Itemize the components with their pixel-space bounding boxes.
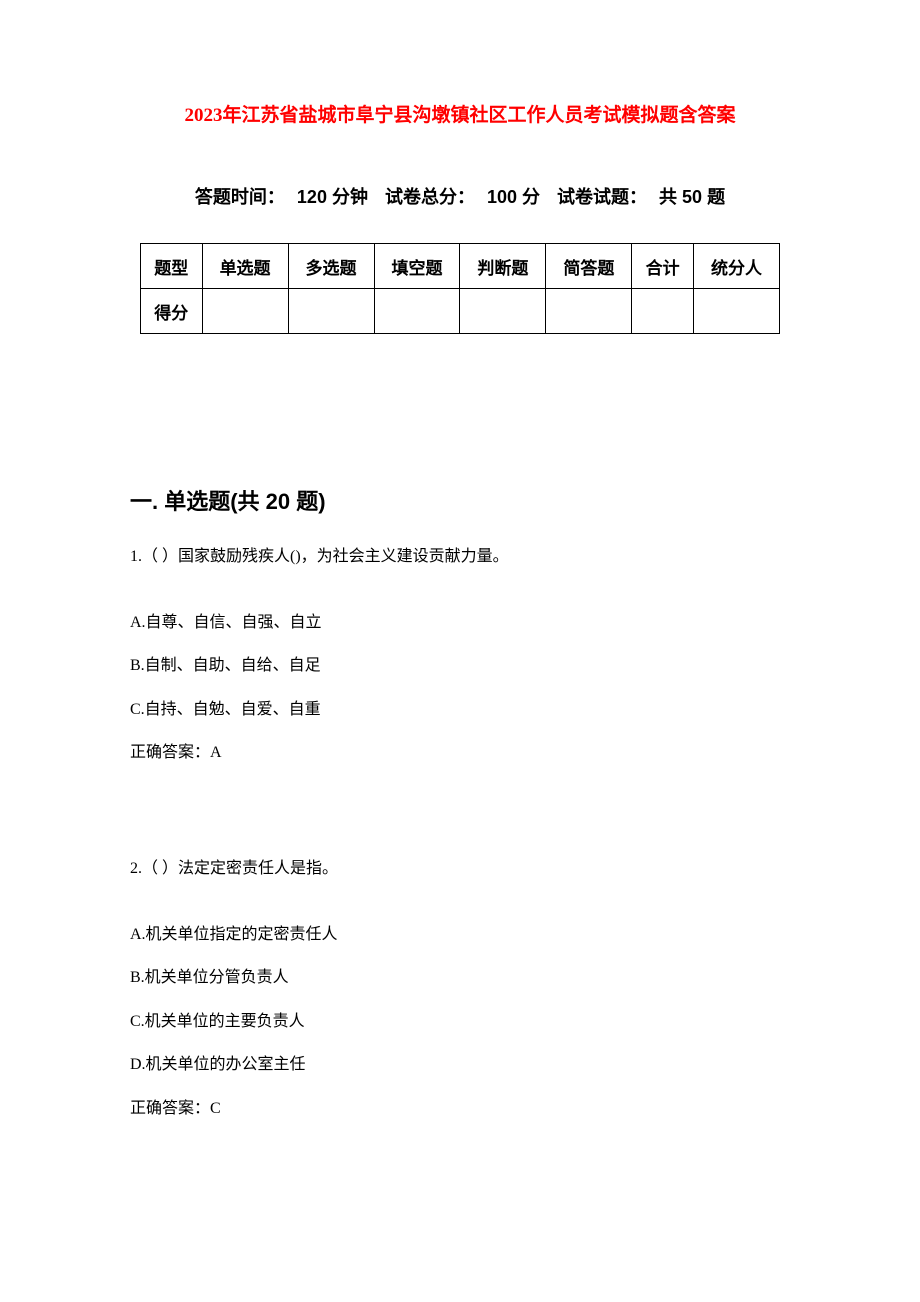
th-multi: 多选题 [288,244,374,289]
td-empty [546,289,632,334]
option-d: D.机关单位的办公室主任 [130,1052,790,1078]
score-table: 题型 单选题 多选题 填空题 判断题 简答题 合计 统分人 得分 [140,243,780,334]
td-empty [288,289,374,334]
info-time-value: 120 分钟 [297,187,368,207]
info-total-label: 试卷总分： [385,187,475,207]
td-empty [460,289,546,334]
option-a: A.自尊、自信、自强、自立 [130,610,790,636]
th-scorer: 统分人 [693,244,779,289]
info-total-value: 100 分 [487,187,540,207]
th-judge: 判断题 [460,244,546,289]
question-2: 2.（ ）法定定密责任人是指。 A.机关单位指定的定密责任人 B.机关单位分管负… [130,856,790,1122]
info-count-label: 试卷试题： [557,187,647,207]
td-empty [693,289,779,334]
correct-answer: 正确答案：C [130,1096,790,1122]
th-type: 题型 [141,244,203,289]
td-empty [632,289,694,334]
td-empty [202,289,288,334]
th-total: 合计 [632,244,694,289]
question-stem: 2.（ ）法定定密责任人是指。 [130,856,790,882]
table-row: 得分 [141,289,780,334]
info-count-value: 共 50 题 [659,187,725,207]
question-1: 1.（ ）国家鼓励残疾人()，为社会主义建设贡献力量。 A.自尊、自信、自强、自… [130,544,790,766]
title-year: 2023 [184,105,222,126]
info-time-label: 答题时间： [195,187,285,207]
page-title: 2023年江苏省盐城市阜宁县沟墩镇社区工作人员考试模拟题含答案 [130,100,790,127]
th-short: 简答题 [546,244,632,289]
title-rest: 年江苏省盐城市阜宁县沟墩镇社区工作人员考试模拟题含答案 [222,105,735,126]
option-b: B.自制、自助、自给、自足 [130,653,790,679]
th-fill: 填空题 [374,244,460,289]
td-score-label: 得分 [141,289,203,334]
question-stem: 1.（ ）国家鼓励残疾人()，为社会主义建设贡献力量。 [130,544,790,570]
option-b: B.机关单位分管负责人 [130,965,790,991]
th-single: 单选题 [202,244,288,289]
option-a: A.机关单位指定的定密责任人 [130,922,790,948]
option-c: C.自持、自勉、自爱、自重 [130,697,790,723]
table-row: 题型 单选题 多选题 填空题 判断题 简答题 合计 统分人 [141,244,780,289]
td-empty [374,289,460,334]
correct-answer: 正确答案：A [130,740,790,766]
option-c: C.机关单位的主要负责人 [130,1009,790,1035]
section-heading: 一. 单选题(共 20 题) [130,484,790,516]
exam-info-row: 答题时间： 120 分钟 试卷总分： 100 分 试卷试题： 共 50 题 [130,183,790,209]
